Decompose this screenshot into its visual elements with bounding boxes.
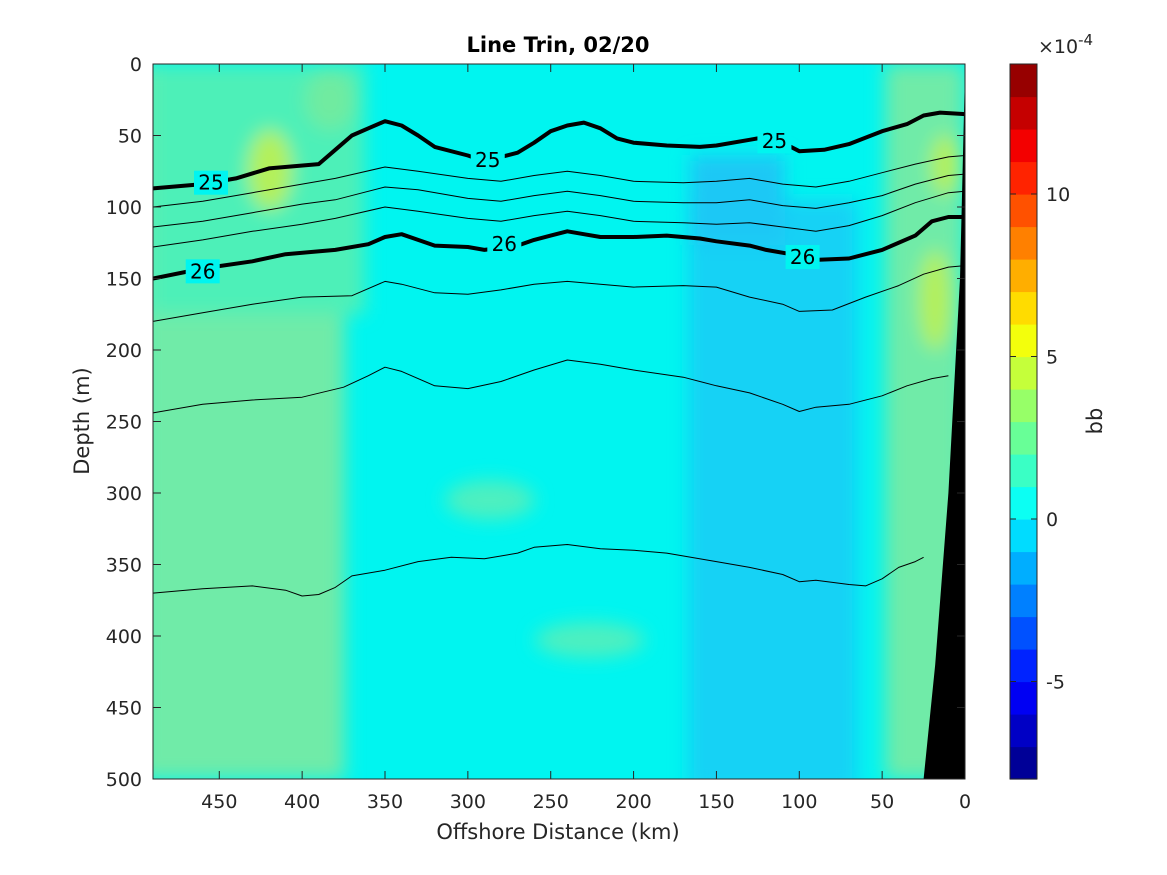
colorbar-tick-label: -5 — [1046, 672, 1065, 694]
x-tick-label: 0 — [959, 791, 971, 813]
colorbar-tick-label: 0 — [1046, 509, 1058, 531]
x-tick-label: 100 — [781, 791, 817, 813]
y-axis-label: Depth (m) — [70, 367, 94, 474]
y-tick-label: 400 — [106, 626, 142, 648]
colorbar-exponent-power: -4 — [1078, 31, 1093, 49]
colorbar-segment — [1010, 291, 1037, 325]
contour-line-thin — [153, 155, 965, 208]
x-tick-label: 150 — [698, 791, 734, 813]
colorbar-segment — [1010, 161, 1037, 195]
colorbar-segment — [1010, 324, 1037, 358]
y-tick-label: 150 — [106, 269, 142, 291]
y-tick-label: 350 — [106, 555, 142, 577]
y-tick-label: 300 — [106, 483, 142, 505]
y-tick-label: 50 — [118, 126, 142, 148]
colorbar-tick-label: 10 — [1046, 184, 1070, 206]
x-tick-label: 400 — [284, 791, 320, 813]
y-tick-label: 250 — [106, 412, 142, 434]
colorbar-segment — [1010, 486, 1037, 520]
x-tick-label: 450 — [201, 791, 237, 813]
colorbar-segment — [1010, 194, 1037, 228]
contour-line-thin — [153, 173, 965, 228]
x-tick-label: 200 — [615, 791, 651, 813]
colorbar-segment — [1010, 356, 1037, 390]
colorbar-segment — [1010, 96, 1037, 130]
colorbar-segment — [1010, 226, 1037, 260]
colorbar-segment — [1010, 64, 1037, 98]
axis-ticks: 450 400 350 300 250 200 150 100 50 00501001502002… — [106, 54, 971, 813]
x-tick-label: 250 — [533, 791, 569, 813]
y-tick-label: 500 — [106, 769, 142, 791]
contour-line-thin — [153, 544, 924, 597]
field-midband-green — [445, 480, 535, 520]
colorbar-segment — [1010, 681, 1037, 715]
contour-line-thin — [153, 265, 965, 322]
field-blue-band-upper — [690, 155, 785, 245]
contour-label-background — [487, 232, 522, 257]
contour-label: 25 — [762, 129, 787, 153]
colorbar-segment — [1010, 714, 1037, 748]
field-upper-green — [305, 70, 355, 130]
y-tick-label: 100 — [106, 197, 142, 219]
x-tick-label: 50 — [870, 791, 894, 813]
chart-title: Line Trin, 02/20 — [466, 33, 649, 57]
heatmap-field: 25 25 25 26 26 26 — [153, 64, 965, 779]
field-blobs — [153, 64, 965, 779]
colorbar-segment — [1010, 519, 1037, 553]
colorbar-segment — [1010, 454, 1037, 488]
colorbar-frame — [1009, 63, 1038, 780]
contour-label: 26 — [190, 259, 215, 283]
y-tick-label: 0 — [130, 54, 142, 76]
contour-label: 26 — [492, 232, 517, 256]
x-tick-label: 350 — [367, 791, 403, 813]
field-nearshore-yellow-upper — [931, 135, 959, 195]
field-midband-green-2 — [535, 622, 645, 658]
contour-line-26 — [153, 215, 965, 281]
contour-label-background — [185, 259, 220, 284]
contour-label-background — [470, 147, 505, 172]
contour-label-background — [757, 129, 792, 154]
y-tick-label: 450 — [106, 698, 142, 720]
colorbar-segment — [1010, 746, 1037, 780]
contour-label-background — [785, 245, 820, 270]
colorbar-segment — [1010, 421, 1037, 455]
colorbar-label: bb — [1083, 408, 1107, 435]
colorbar-segment — [1010, 616, 1037, 650]
colorbar-segment — [1010, 584, 1037, 618]
colorbar-exponent: ×10-4 — [1038, 31, 1093, 58]
colorbar-exponent-base: ×10 — [1038, 36, 1078, 58]
colorbar-segment — [1010, 649, 1037, 683]
colorbar-segment — [1010, 259, 1037, 293]
colorbar-segment — [1010, 389, 1037, 423]
contour-line-thin — [153, 190, 965, 248]
contour-line-25 — [153, 110, 965, 191]
colorbar-tick-label: 5 — [1046, 347, 1058, 369]
colorbar-segment — [1010, 129, 1037, 163]
y-tick-label: 200 — [106, 340, 142, 362]
colorbar-segment — [1010, 551, 1037, 585]
field-blue-band — [688, 200, 858, 779]
x-axis-label: Offshore Distance (km) — [436, 820, 679, 844]
contour-label: 25 — [198, 171, 223, 195]
contour-label: 26 — [790, 245, 815, 269]
contour-label: 25 — [475, 148, 500, 172]
colorbar: -5 0 5 10 — [1009, 63, 1070, 780]
seafloor-mask — [923, 71, 965, 779]
x-tick-label: 300 — [450, 791, 486, 813]
contour-label-background — [194, 170, 228, 195]
field-nearshore-yellow — [919, 250, 951, 350]
contour-line-thin — [153, 359, 949, 414]
density-contours: 25 25 25 26 26 26 — [153, 110, 965, 597]
